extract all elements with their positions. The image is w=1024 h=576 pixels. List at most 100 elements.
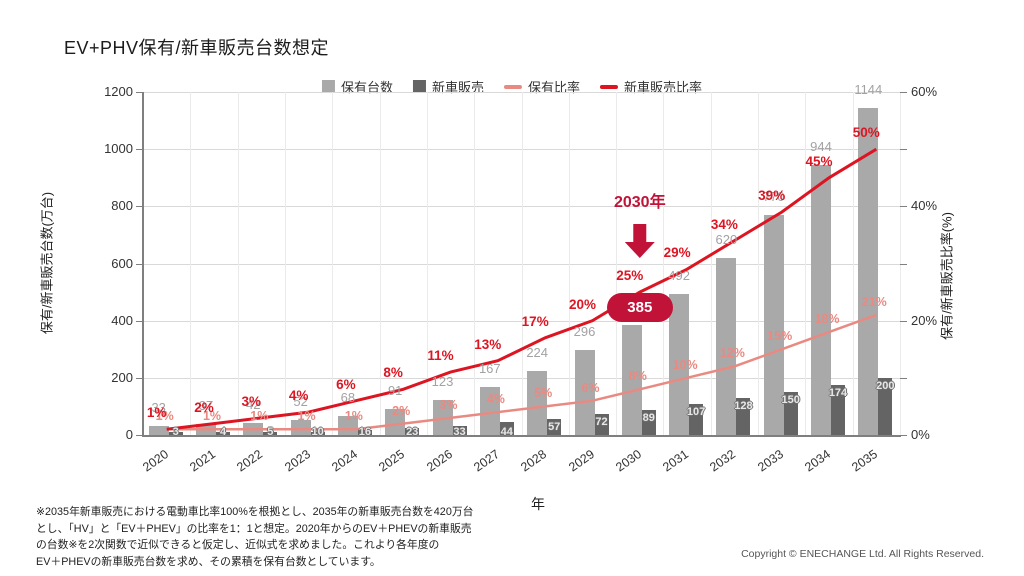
sales-value-label: 23: [406, 426, 419, 438]
gridline-v: [568, 92, 570, 435]
y-axis-tick-label: 600: [111, 255, 133, 271]
legend-item-sales: 新車販売: [412, 77, 484, 96]
y-axis-tick-label: 1200: [104, 84, 133, 99]
stock-bar: [574, 350, 595, 435]
sales-value-label: 150: [781, 394, 800, 407]
sales-bar: [357, 430, 372, 435]
stock-ratio-label: 1%: [297, 409, 316, 424]
sales-bar: [689, 404, 704, 435]
stock-ratio-line: [166, 313, 877, 431]
y-axis-tick-label: 400: [111, 312, 133, 328]
gridline-v: [852, 92, 854, 435]
stock-bar: [621, 325, 642, 435]
gridline-v: [237, 92, 239, 435]
y-axis-tick-label: 800: [111, 198, 133, 214]
sales-bar: [263, 432, 278, 435]
stock-ratio-label: 10%: [672, 357, 698, 372]
stock-bar: [858, 108, 879, 435]
y-axis-tick-label: 0: [125, 427, 133, 442]
sales-ratio-label: 13%: [474, 336, 502, 352]
legend-item-stock: 保有台数: [321, 77, 393, 96]
stock-value-label: 770: [762, 188, 785, 204]
page-title: EV+PHV保有/新車販売台数想定: [64, 38, 330, 58]
y-axis-right-tick: [900, 206, 907, 208]
sales-bar: [831, 385, 845, 435]
gridline-v: [190, 92, 192, 435]
sales-ratio-label: 50%: [852, 125, 880, 141]
stock-value-label: 296: [573, 324, 596, 340]
sales-ratio-label: 29%: [663, 245, 691, 261]
sales-bar: [594, 414, 609, 435]
y-axis-right-tick: [900, 320, 907, 322]
y-axis-tick: [136, 320, 143, 322]
sales-ratio-label: 25%: [616, 268, 644, 284]
sales-value-label: 107: [686, 406, 706, 419]
stock-bar: [716, 257, 737, 435]
stock-value-label: 37: [198, 398, 214, 414]
sales-ratio-line: [166, 147, 878, 431]
sales-bar: [878, 377, 893, 435]
sales-ratio-label: 6%: [336, 376, 356, 392]
stock-ratio-label: 1%: [344, 409, 363, 424]
stock-ratio-label: 18%: [814, 312, 840, 327]
y-axis-right-tick-label: 0%: [911, 427, 930, 442]
sales-ratio-label: 1%: [146, 405, 167, 421]
sales-bar: [310, 432, 325, 435]
sales-bar: [547, 418, 562, 435]
stock-bar: [385, 409, 406, 435]
stock-ratio-label: 8%: [628, 369, 647, 384]
y-axis-right-tick-label: 40%: [911, 198, 938, 214]
stock-value-label: 620: [715, 231, 738, 247]
sales-ratio-label: 2%: [194, 399, 214, 415]
stock-ratio-label: 6%: [581, 380, 600, 395]
sales-ratio-line-swatch-icon: [600, 84, 619, 89]
sales-value-label: 200: [876, 379, 895, 392]
sales-ratio-label: 34%: [710, 216, 738, 232]
sales-ratio-label: 45%: [805, 153, 833, 169]
legend-label-stock-ratio: 保有比率: [528, 80, 581, 95]
stock-value-label: 68: [340, 389, 356, 405]
legend-label-sales: 新車販売: [431, 80, 484, 95]
stock-value-label: 167: [478, 361, 501, 377]
y-axis-tick: [136, 435, 143, 436]
sales-value-label: 16: [358, 426, 372, 438]
sales-bar-swatch-icon: [412, 80, 426, 93]
stock-ratio-line-swatch-icon: [504, 84, 522, 89]
sales-ratio-label: 8%: [383, 365, 403, 381]
y-axis-tick: [136, 263, 143, 265]
sales-value-label: 57: [548, 420, 561, 433]
y-axis-right-tick-label: 20%: [911, 312, 938, 328]
sales-bar: [736, 398, 751, 435]
stock-value-label: 224: [526, 345, 549, 360]
x-axis-line: [142, 435, 901, 437]
annotation-2030-label: 2030年: [613, 194, 666, 211]
annotation-down-arrow-icon: [624, 224, 655, 258]
stock-ratio-label: 4%: [486, 392, 505, 407]
stock-value-label: 944: [810, 139, 832, 155]
stock-bar: [479, 387, 500, 435]
stock-bar: [669, 294, 690, 435]
stock-value-label: 91: [387, 383, 403, 398]
sales-ratio-label: 17%: [521, 313, 549, 329]
stock-ratio-label: 5%: [534, 386, 553, 401]
sales-value-label: 128: [734, 400, 753, 413]
legend-item-sales-ratio: 新車販売比率: [600, 77, 702, 96]
y-axis-tick-label: 200: [111, 369, 133, 385]
sales-value-label: 72: [595, 416, 608, 429]
sales-bar: [641, 409, 656, 435]
stock-value-label: 52: [293, 394, 308, 410]
y-axis-right-tick: [900, 149, 907, 151]
sales-bar: [168, 432, 183, 435]
stock-ratio-label: 3%: [439, 397, 458, 412]
y-axis-right-tick-label: 60%: [911, 84, 938, 99]
stock-ratio-label: 15%: [767, 329, 793, 344]
gridline-v: [332, 92, 334, 435]
stock-value-label: 123: [431, 373, 454, 389]
stock-value-label: 42: [246, 397, 261, 412]
sales-value-label: 174: [828, 387, 848, 400]
stock-bar: [763, 214, 784, 435]
sales-value-label: 3: [172, 426, 179, 438]
y-axis-right-tick: [900, 435, 907, 436]
